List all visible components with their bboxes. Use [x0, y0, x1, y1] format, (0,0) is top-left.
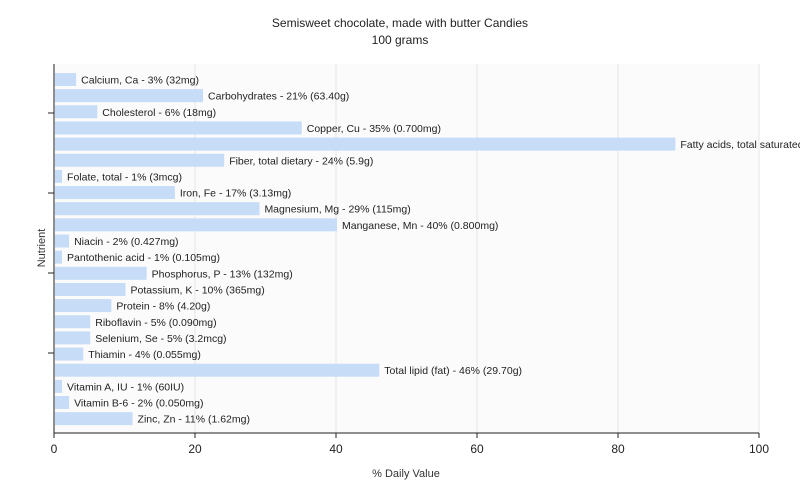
bar-label: Pantothenic acid - 1% (0.105mg): [67, 252, 220, 264]
bar: [55, 202, 260, 216]
x-tick-label: 100: [749, 442, 769, 456]
chart-subtitle: 100 grams: [371, 33, 429, 47]
x-tick-label: 60: [470, 442, 484, 456]
bar-label: Cholesterol - 6% (18mg): [102, 107, 216, 119]
bar: [55, 234, 70, 248]
bar-label: Folate, total - 1% (3mcg): [67, 171, 182, 183]
bar: [55, 299, 112, 313]
chart-title: Semisweet chocolate, made with butter Ca…: [271, 16, 529, 30]
bar-label: Phosphorus, P - 13% (132mg): [152, 268, 293, 280]
bar-label: Potassium, K - 10% (365mg): [131, 284, 265, 296]
bar-label: Riboflavin - 5% (0.090mg): [95, 317, 216, 329]
bar-label: Total lipid (fat) - 46% (29.70g): [384, 365, 522, 377]
bar-label: Copper, Cu - 35% (0.700mg): [307, 123, 441, 135]
bar: [55, 266, 147, 280]
bar-label: Thiamin - 4% (0.055mg): [88, 349, 201, 361]
bar: [55, 331, 91, 345]
bar: [55, 73, 77, 86]
bar-label: Selenium, Se - 5% (3.2mcg): [95, 333, 226, 345]
bar: [55, 396, 70, 409]
bar: [55, 105, 98, 119]
bar: [55, 186, 175, 200]
bar: [55, 347, 84, 361]
bar-label: Manganese, Mn - 40% (0.800mg): [342, 220, 498, 232]
bar-label: Protein - 8% (4.20g): [116, 301, 210, 313]
bar: [55, 89, 204, 103]
bar-label: Fatty acids, total saturated - 88% (17.5…: [680, 139, 800, 151]
bar: [55, 315, 91, 329]
bar-label: Magnesium, Mg - 29% (115mg): [264, 204, 410, 216]
bar-label: Vitamin A, IU - 1% (60IU): [67, 381, 184, 393]
bar-label: Vitamin B-6 - 2% (0.050mg): [74, 398, 203, 410]
bar-label: Niacin - 2% (0.427mg): [74, 236, 178, 248]
bar: [55, 137, 676, 151]
y-axis-label: Nutrient: [36, 229, 48, 268]
x-tick-label: 0: [51, 442, 58, 456]
bar-label: Carbohydrates - 21% (63.40g): [208, 91, 349, 103]
bar-label: Fiber, total dietary - 24% (5.9g): [229, 155, 373, 167]
bar: [55, 169, 63, 183]
x-tick-label: 20: [188, 442, 202, 456]
bar: [55, 282, 126, 296]
bar: [55, 218, 337, 232]
bar: [55, 412, 133, 426]
bar: [55, 250, 63, 264]
x-tick-label: 40: [329, 442, 343, 456]
plot-area: [54, 64, 759, 433]
bar: [55, 379, 63, 393]
bar-label: Zinc, Zn - 11% (1.62mg): [138, 414, 250, 426]
x-axis-label: % Daily Value: [372, 468, 440, 480]
bar-label: Iron, Fe - 17% (3.13mg): [180, 188, 291, 200]
bar-label: Calcium, Ca - 3% (32mg): [81, 75, 199, 87]
bar: [55, 121, 302, 135]
bar: [55, 363, 380, 377]
bar: [55, 153, 225, 167]
x-tick-label: 80: [611, 442, 625, 456]
